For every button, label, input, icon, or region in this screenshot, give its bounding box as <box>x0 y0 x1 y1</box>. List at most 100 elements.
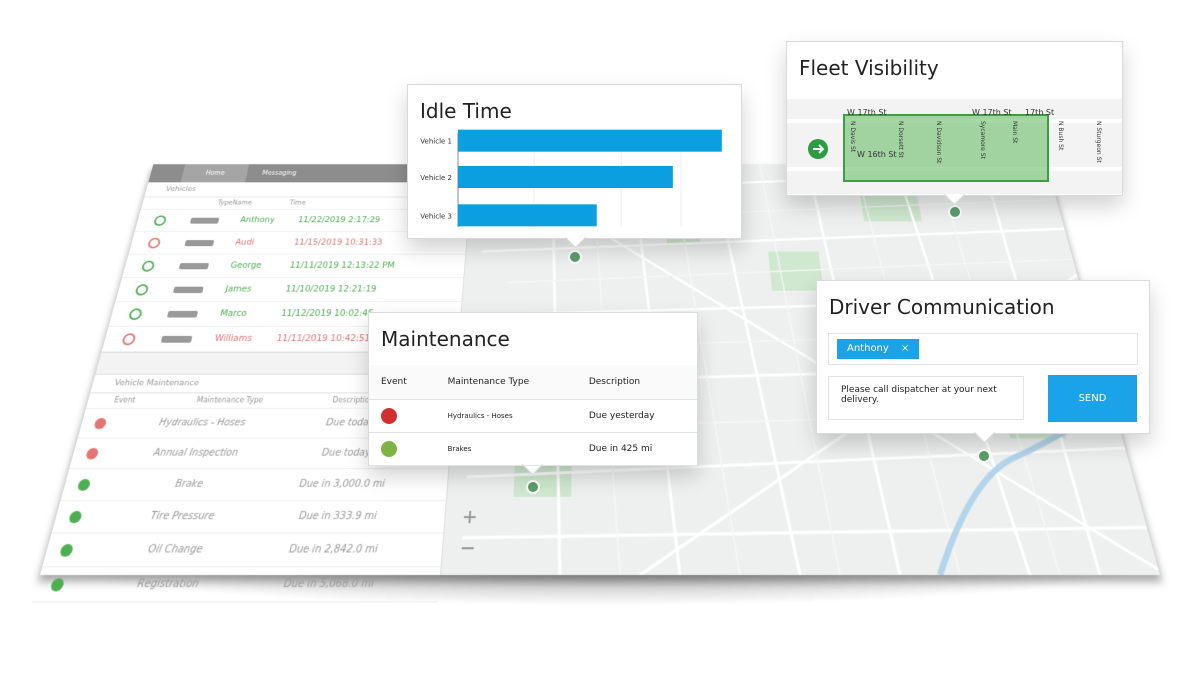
nav-logo <box>148 164 185 182</box>
street-label: Sycamore St <box>979 121 986 160</box>
maintenance-row[interactable]: Tire Pressure Due in 333.9 mi <box>51 500 446 534</box>
maintenance-table: Event Maintenance Type Description Hydrauli… <box>369 365 697 466</box>
vehicle-icon <box>160 335 193 343</box>
status-dot <box>49 577 66 591</box>
status-dot <box>381 440 397 457</box>
driver-communication-card: Driver Communication Anthony × Please cal… <box>816 280 1150 444</box>
status-dot <box>134 283 150 296</box>
map-pin <box>977 449 991 463</box>
status-dot <box>153 215 168 226</box>
card-title: Fleet Visibility <box>799 56 939 80</box>
maintenance-row[interactable]: Brake Due in 3,000.0 mi <box>60 469 449 501</box>
idle-chart: Vehicle 1 Vehicle 2 Vehicle 3 <box>420 129 722 227</box>
table-row: Hydraulics - Hoses Due yesterday <box>369 399 697 433</box>
vehicle-name: James <box>224 285 253 294</box>
maintenance-desc: Due in 5,068.0 mi <box>282 578 375 591</box>
column-label: Event <box>113 396 137 405</box>
status-dot <box>76 478 92 491</box>
recipient-chip: Anthony × <box>837 339 920 359</box>
vehicle-time: 11/15/2019 10:31:33 <box>293 238 383 247</box>
column-label: Description <box>576 365 697 400</box>
status-dot <box>85 447 100 459</box>
event-cell <box>369 399 436 433</box>
y-tick-label: Vehicle 1 <box>420 138 452 146</box>
maintenance-type: Hydraulics - Hoses <box>435 399 577 433</box>
street-label: W 17th St <box>972 108 1012 117</box>
map-pin <box>568 250 582 264</box>
vehicle-icon <box>167 310 199 318</box>
status-dot <box>59 543 75 557</box>
maintenance-type: Brakes <box>435 432 577 466</box>
column-label: Event <box>369 365 436 400</box>
maintenance-type: Hydraulics - Hoses <box>158 417 247 429</box>
maintenance-desc: Due in 2,842.0 mi <box>288 544 379 556</box>
maintenance-type: Tire Pressure <box>149 510 216 523</box>
column-label: Time <box>289 199 307 206</box>
street-label: N Sturgeon St <box>1095 121 1102 163</box>
recipient-field[interactable]: Anthony × <box>828 333 1138 365</box>
street-label: N Davidson St <box>935 121 942 164</box>
vehicle-icon <box>178 262 210 269</box>
message-field[interactable]: Please call dispatcher at your next deli… <box>828 376 1024 420</box>
vehicle-name: Williams <box>213 334 253 344</box>
column-label: Type <box>216 199 234 206</box>
status-dot <box>381 407 397 424</box>
street-label: 17th St <box>1025 108 1054 117</box>
table-row: Brakes Due in 425 mi <box>369 432 697 466</box>
recipient-name: Anthony <box>847 343 889 354</box>
bar <box>458 204 597 227</box>
send-button[interactable]: SEND <box>1048 375 1137 422</box>
column-label: Name <box>231 199 253 206</box>
status-dot <box>147 237 162 249</box>
maintenance-type: Oil Change <box>146 544 204 556</box>
street-label: N Davis St <box>849 121 856 153</box>
street-label: N Bush St <box>1057 121 1064 151</box>
maintenance-desc: Due in 333.9 mi <box>298 510 378 523</box>
y-tick-label: Vehicle 2 <box>420 174 452 182</box>
column-label: Maintenance Type <box>435 365 577 400</box>
maintenance-type: Brake <box>174 478 205 490</box>
bar <box>458 166 673 188</box>
idle-time-card: Idle Time Vehicle 1 Vehicle 2 Vehicle 3 <box>407 84 742 249</box>
maintenance-row[interactable]: Registration Due in 5,068.0 mi <box>32 567 441 603</box>
map-pin <box>948 205 962 219</box>
vehicle-row[interactable]: James 11/10/2019 12:21:19 <box>115 277 464 302</box>
maintenance-card: Maintenance Event Maintenance Type Descrip… <box>368 312 698 476</box>
vehicle-time: 11/11/2019 12:13:22 PM <box>289 261 396 271</box>
vehicle-name: Audi <box>234 238 255 247</box>
vehicle-time: 11/10/2019 12:21:19 <box>284 285 377 294</box>
maintenance-desc: Due in 3,000.0 mi <box>298 478 386 490</box>
event-cell <box>369 432 436 466</box>
street-label: N Dorsett St <box>897 121 904 158</box>
fleet-visibility-card: Fleet Visibility W 17th St W 17th St 17th … <box>786 41 1123 206</box>
nav-tab[interactable]: Messaging <box>261 169 297 177</box>
status-dot <box>127 308 144 320</box>
vehicle-time: 11/12/2019 10:02:46 <box>280 309 374 319</box>
status-dot <box>68 510 83 523</box>
street-label: W 16th St <box>857 150 897 159</box>
maintenance-desc: Due in 425 mi <box>576 432 697 466</box>
vehicle-time: 11/11/2019 10:42:51 <box>275 334 371 344</box>
map-pin <box>526 480 540 494</box>
app-plane: Home Messaging Vehicles Type Name Time Anth… <box>32 164 1160 603</box>
nav-tab[interactable]: Home <box>180 164 250 183</box>
vehicle-name: Marco <box>219 309 248 319</box>
status-dot <box>121 332 137 345</box>
maintenance-desc: Due yesterday <box>576 399 697 433</box>
card-title: Driver Communication <box>829 295 1055 319</box>
vehicle-row[interactable]: George 11/11/2019 12:13:22 PM <box>121 254 466 278</box>
maintenance-type: Annual Inspection <box>152 447 239 459</box>
vehicle-icon <box>189 217 220 224</box>
vehicle-name: Anthony <box>239 216 276 225</box>
map <box>440 164 1160 575</box>
card-title: Idle Time <box>420 99 512 123</box>
street-label: W 17th St <box>847 108 887 117</box>
column-label: Maintenance Type <box>195 396 264 405</box>
street-label: Main St <box>1011 121 1018 144</box>
card-title: Maintenance <box>381 327 510 351</box>
maintenance-type: Registration <box>136 578 200 591</box>
maintenance-row[interactable]: Oil Change Due in 2,842.0 mi <box>42 533 444 568</box>
status-dot <box>140 260 156 272</box>
